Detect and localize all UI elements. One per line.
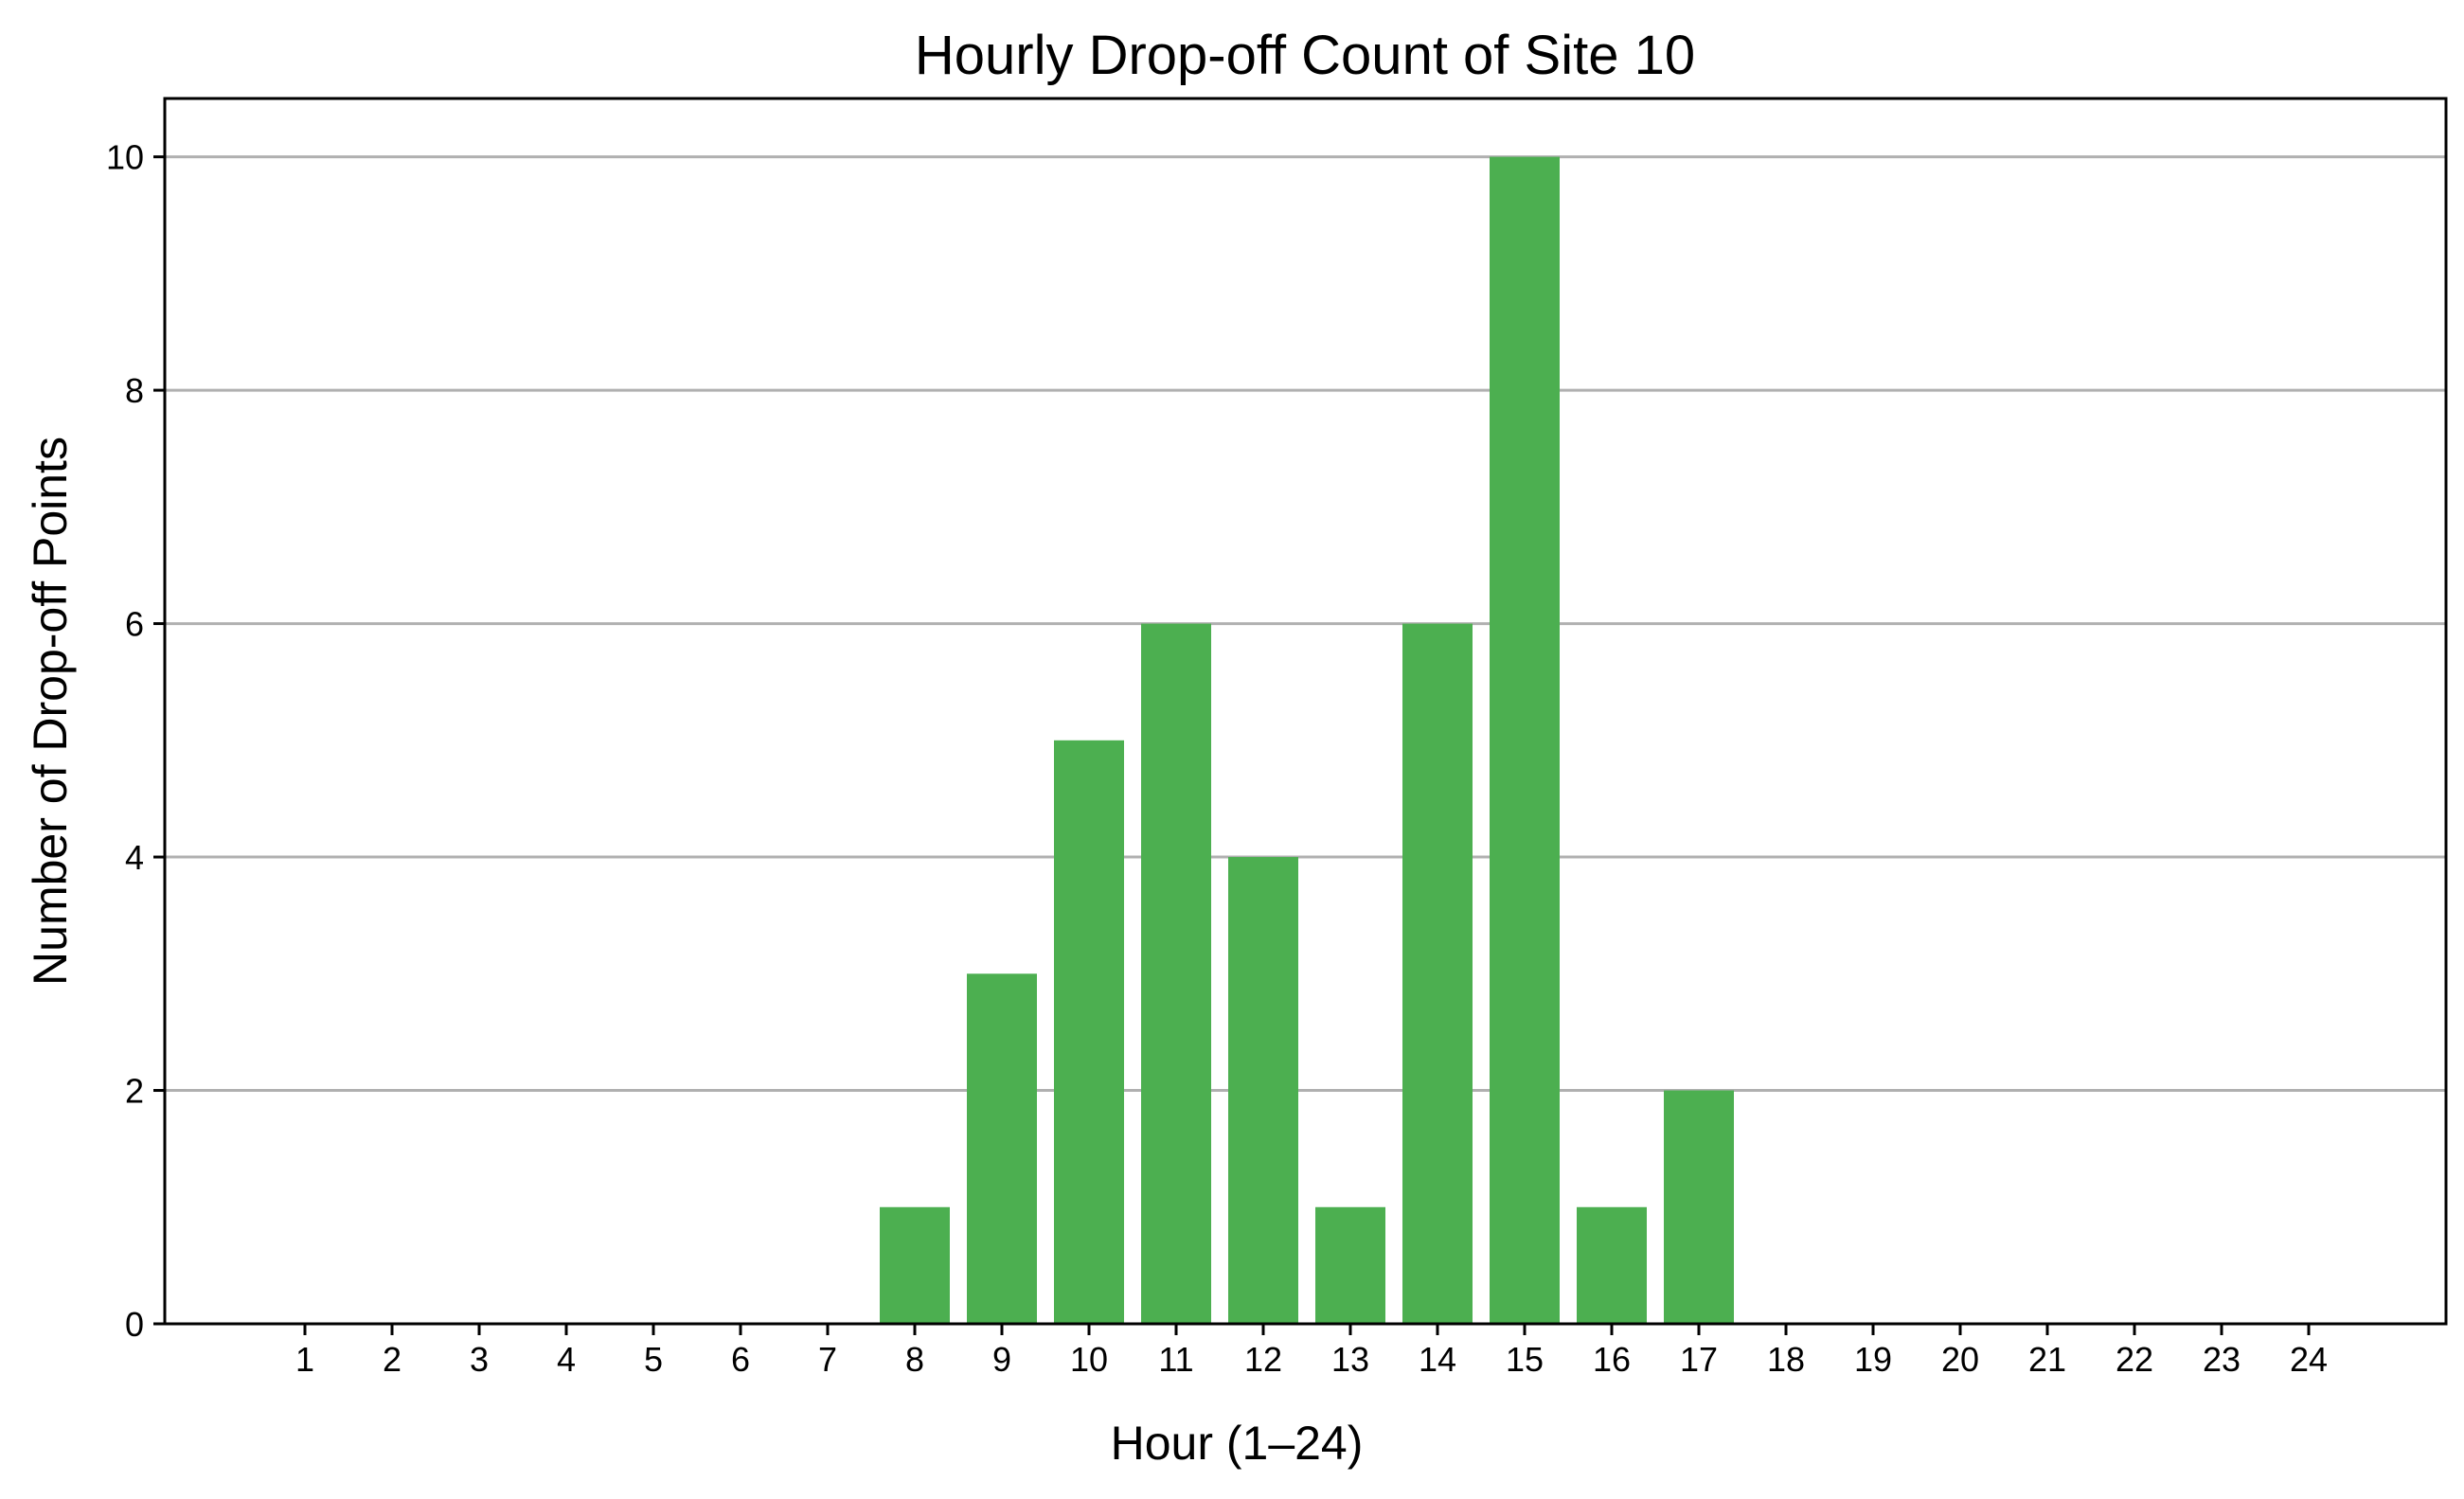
y-tick-label: 8 (125, 371, 144, 410)
x-tick-label: 15 (1506, 1340, 1544, 1379)
x-tick-label: 24 (2290, 1340, 2328, 1379)
y-tick-label: 4 (125, 838, 144, 877)
x-tick-label: 9 (992, 1340, 1011, 1379)
x-axis-ticks: 1 2 3 4 5 6 7 8 9 10 11 12 13 14 15 16 17 18 19 20 21 22 23 24 (295, 1324, 2328, 1379)
bar-hour-10 (1054, 740, 1124, 1324)
x-tick-label: 18 (1767, 1340, 1805, 1379)
chart-title: Hourly Drop-off Count of Site 10 (915, 25, 1695, 86)
y-tick-label: 2 (125, 1072, 144, 1111)
x-tick-label: 22 (2116, 1340, 2153, 1379)
bar-hour-14 (1402, 623, 1473, 1324)
x-tick-label: 2 (383, 1340, 402, 1379)
bar-hour-17 (1664, 1090, 1734, 1324)
y-tick-label: 6 (125, 605, 144, 644)
x-tick-label: 4 (557, 1340, 576, 1379)
x-tick-label: 13 (1331, 1340, 1369, 1379)
x-tick-label: 6 (731, 1340, 750, 1379)
x-tick-label: 21 (2028, 1340, 2066, 1379)
bar-hour-16 (1577, 1206, 1647, 1324)
x-tick-label: 14 (1419, 1340, 1456, 1379)
x-tick-label: 5 (644, 1340, 663, 1379)
x-tick-label: 7 (818, 1340, 837, 1379)
x-tick-label: 11 (1158, 1340, 1193, 1379)
x-tick-label: 8 (905, 1340, 924, 1379)
y-tick-label: 0 (125, 1305, 144, 1344)
y-axis-label: Number of Drop-off Points (24, 437, 77, 986)
x-tick-label: 23 (2203, 1340, 2241, 1379)
bar-hour-15 (1490, 156, 1560, 1325)
x-tick-label: 3 (470, 1340, 489, 1379)
bar-hour-11 (1141, 623, 1211, 1324)
bar-hour-8 (880, 1206, 950, 1324)
x-tick-label: 1 (295, 1340, 314, 1379)
x-tick-label: 17 (1680, 1340, 1718, 1379)
x-tick-label: 19 (1854, 1340, 1892, 1379)
bar-hour-12 (1228, 857, 1298, 1324)
plot-frame (163, 97, 2448, 1326)
x-tick-label: 20 (1941, 1340, 1979, 1379)
grid-lines (165, 155, 2446, 1093)
y-axis-ticks: 0 2 4 6 8 10 (106, 138, 165, 1344)
bar-hour-9 (967, 973, 1037, 1324)
bar-hour-13 (1315, 1206, 1385, 1324)
x-tick-label: 10 (1070, 1340, 1108, 1379)
y-tick-label: 10 (106, 138, 144, 177)
bars (880, 156, 1734, 1325)
x-axis-label: Hour (1–24) (1111, 1417, 1364, 1470)
x-tick-label: 12 (1244, 1340, 1282, 1379)
x-tick-label: 16 (1593, 1340, 1631, 1379)
